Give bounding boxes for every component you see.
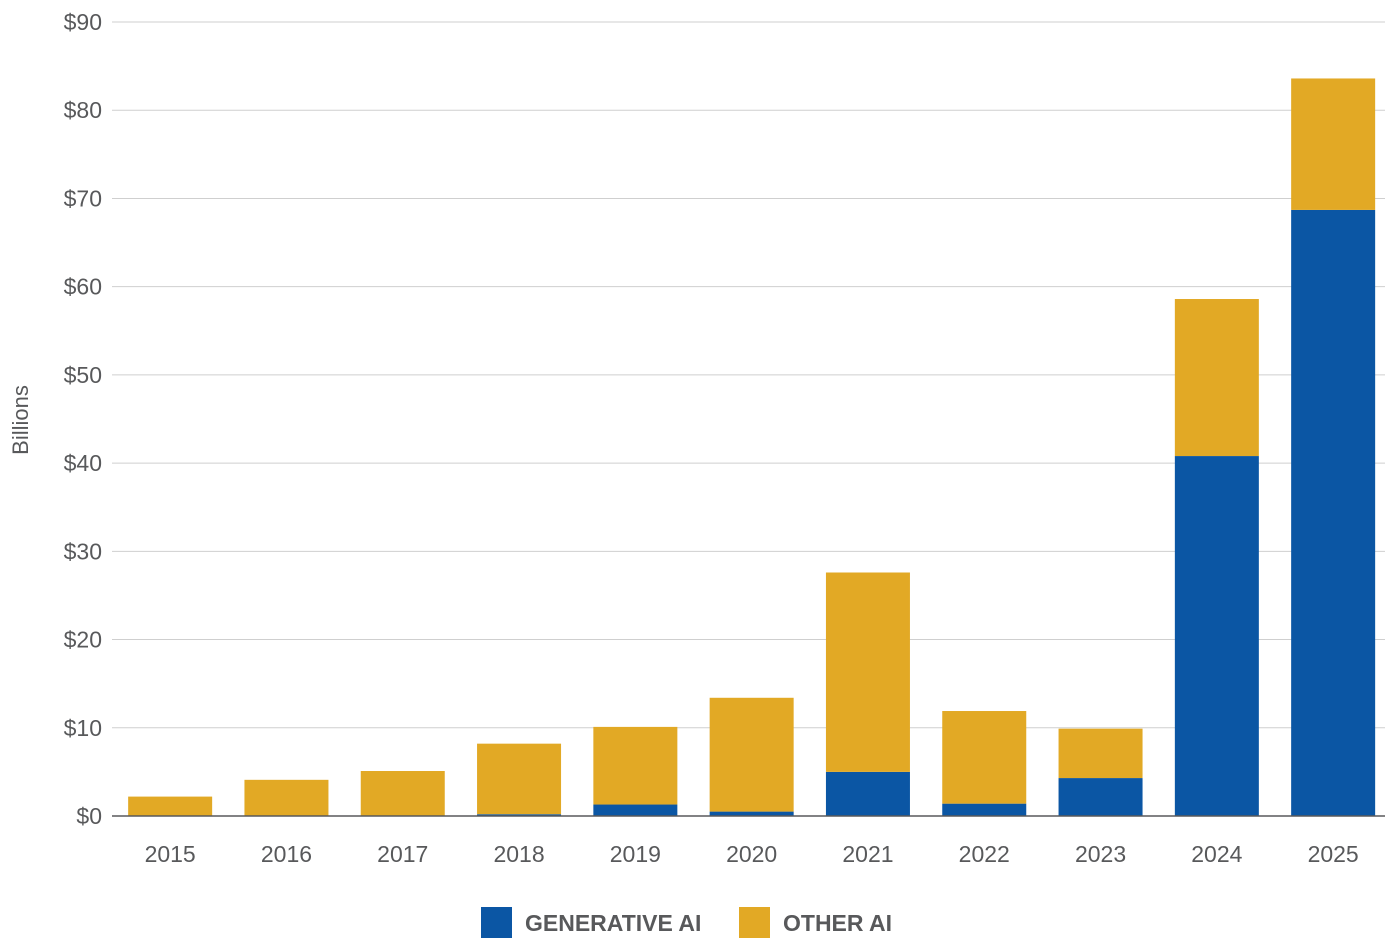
legend-swatch xyxy=(739,907,770,938)
legend-swatch xyxy=(481,907,512,938)
bar-other-ai-2021 xyxy=(825,572,910,772)
x-tick-label: 2019 xyxy=(610,841,661,867)
x-tick-label: 2017 xyxy=(377,841,428,867)
bar-generative-ai-2025 xyxy=(1291,209,1376,816)
x-tick-label: 2021 xyxy=(842,841,893,867)
y-tick-label: $50 xyxy=(64,362,102,388)
y-tick-label: $0 xyxy=(76,803,102,829)
bar-generative-ai-2022 xyxy=(942,803,1027,816)
y-tick-label: $60 xyxy=(64,274,102,300)
y-tick-label: $80 xyxy=(64,97,102,123)
bar-other-ai-2016 xyxy=(244,779,329,816)
bar-generative-ai-2021 xyxy=(825,771,910,816)
y-tick-label: $70 xyxy=(64,185,102,211)
x-tick-label: 2024 xyxy=(1191,841,1242,867)
y-tick-label: $30 xyxy=(64,538,102,564)
bar-other-ai-2024 xyxy=(1174,299,1259,457)
legend-label: GENERATIVE AI xyxy=(525,910,701,936)
bar-other-ai-2020 xyxy=(709,697,794,812)
x-tick-label: 2015 xyxy=(145,841,196,867)
bars xyxy=(128,78,1376,816)
y-tick-label: $40 xyxy=(64,450,102,476)
x-tick-label: 2016 xyxy=(261,841,312,867)
y-tick-label: $10 xyxy=(64,715,102,741)
bar-other-ai-2022 xyxy=(942,711,1027,804)
bar-other-ai-2019 xyxy=(593,726,678,805)
legend-label: OTHER AI xyxy=(783,910,892,936)
gridlines xyxy=(112,21,1385,729)
bar-generative-ai-2019 xyxy=(593,804,678,816)
x-tick-label: 2018 xyxy=(493,841,544,867)
x-tick-label: 2023 xyxy=(1075,841,1126,867)
bar-generative-ai-2020 xyxy=(709,811,794,816)
y-tick-label: $90 xyxy=(64,9,102,35)
bar-other-ai-2023 xyxy=(1058,728,1143,779)
bar-generative-ai-2023 xyxy=(1058,778,1143,816)
bar-generative-ai-2024 xyxy=(1174,456,1259,816)
x-tick-label: 2022 xyxy=(959,841,1010,867)
y-tick-label: $20 xyxy=(64,627,102,653)
bar-other-ai-2018 xyxy=(477,743,562,815)
bar-other-ai-2017 xyxy=(360,771,445,816)
y-axis-tick-labels: $0 $10 $20 $30 $40 $50 $60 $70 $80 $90 xyxy=(64,9,102,829)
bar-generative-ai-2018 xyxy=(477,814,562,816)
y-axis-title: Billions xyxy=(8,385,33,455)
legend: GENERATIVE AI OTHER AI xyxy=(481,907,892,938)
bar-other-ai-2015 xyxy=(128,796,213,816)
x-tick-label: 2020 xyxy=(726,841,777,867)
x-tick-label: 2025 xyxy=(1308,841,1359,867)
bar-other-ai-2025 xyxy=(1291,78,1376,210)
x-axis-tick-labels: 2015 2016 2017 2018 2019 2020 2021 2022 2023 2024… xyxy=(145,841,1359,867)
